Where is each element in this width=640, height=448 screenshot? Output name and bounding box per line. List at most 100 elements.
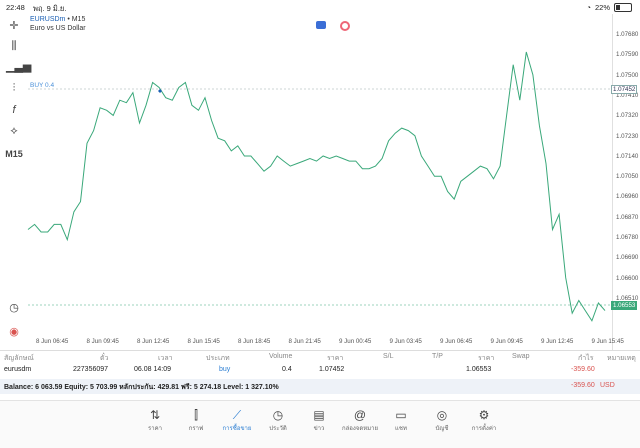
y-tick-label: 1.07410 xyxy=(616,91,639,99)
col-tp: T/P xyxy=(432,353,443,360)
col-type: ประเภท xyxy=(206,355,230,362)
shapes-icon[interactable]: ⟡ xyxy=(10,125,18,137)
x-tick-label: 9 Jun 03:45 xyxy=(389,338,422,345)
col-swap: Swap xyxy=(512,353,530,360)
price-chart[interactable] xyxy=(0,0,640,350)
battery-label: 22% xyxy=(594,3,610,12)
col-time: เวลา xyxy=(158,355,173,362)
price-axis xyxy=(612,14,640,350)
y-tick-label: 1.06960 xyxy=(616,193,639,201)
bottom-tab-bar: ⇅ ราคา ⫿ กราฟ ⟋ การซื้อขาย ◷ ประวัติ ▤ ข่าว @… xyxy=(0,400,640,448)
wifi-icon: ◔ xyxy=(586,3,591,12)
price-line xyxy=(27,51,606,322)
y-tick-label: 1.06690 xyxy=(616,254,639,262)
x-tick-label: 9 Jun 15:45 xyxy=(591,338,624,345)
col-comment: หมายเหตุ xyxy=(607,355,636,362)
col-profit: กำไร xyxy=(578,355,594,362)
x-tick-label: 8 Jun 12:45 xyxy=(137,338,170,345)
total-profit: -359.60 xyxy=(571,382,595,389)
app-logo-icon[interactable]: ◉ xyxy=(9,326,19,338)
x-tick-label: 8 Jun 09:45 xyxy=(86,338,119,345)
x-tick-label: 8 Jun 06:45 xyxy=(36,338,69,345)
tab-chat[interactable]: ▭ แชท xyxy=(381,407,421,433)
symbol-description: Euro vs US Dollar xyxy=(30,25,86,32)
trade-chart-icon: ⟋ xyxy=(232,408,242,422)
balance-text: Balance: 6 063.59 Equity: 5 703.99 หลักป… xyxy=(4,384,279,391)
tab-mailbox[interactable]: @ กล่องจดหมาย xyxy=(341,408,379,432)
x-tick-label: 9 Jun 12:45 xyxy=(541,338,574,345)
y-tick-label: 1.06600 xyxy=(616,274,639,282)
crosshair-icon[interactable]: ✛ xyxy=(9,20,19,32)
col-current: ราคา xyxy=(478,355,495,362)
status-date: พฤ. 9 มิ.ย. xyxy=(33,4,67,13)
status-right: ◔ 22% xyxy=(586,3,632,12)
balance-bar: Balance: 6 063.59 Equity: 5 703.99 หลักป… xyxy=(0,379,640,394)
y-tick-label: 1.07230 xyxy=(616,132,639,140)
col-sl: S/L xyxy=(383,353,394,360)
x-tick-label: 8 Jun 18:45 xyxy=(238,338,271,345)
oneclick-icon[interactable] xyxy=(340,21,350,31)
x-tick-label: 9 Jun 09:45 xyxy=(490,338,523,345)
trade-row[interactable]: eurusdm 227356097 06.08 14:09 buy 0.4 1.… xyxy=(0,364,640,378)
candles-icon[interactable]: ⫼ xyxy=(11,40,17,52)
trade-profit: -359.60 xyxy=(571,366,595,373)
y-tick-label: 1.07140 xyxy=(616,152,639,160)
chat-icon: ▭ xyxy=(395,408,407,422)
buy-price-box: 1.07452 xyxy=(611,85,638,94)
settings-icon: ⚙ xyxy=(478,408,490,422)
currency: USD xyxy=(600,382,615,389)
tab-settings[interactable]: ⚙ การตั้งค่า xyxy=(464,407,504,433)
trade-volume: 0.4 xyxy=(282,366,292,373)
y-tick-label: 1.07590 xyxy=(616,51,639,59)
y-tick-label: 1.07680 xyxy=(616,31,639,38)
chart-toolbar: ✛ ⫼ ▁▃▅ ⫶ f ⟡ M15 ◷ ◉ xyxy=(0,14,31,369)
news-icon: ▤ xyxy=(313,408,325,422)
trade-time: 06.08 14:09 xyxy=(134,366,171,373)
col-price: ราคา xyxy=(327,355,344,362)
current-price-box: 1.06553 xyxy=(611,301,638,310)
tab-trade[interactable]: ⟋ การซื้อขาย xyxy=(217,407,257,433)
history-icon: ◷ xyxy=(272,408,284,422)
function-icon[interactable]: f xyxy=(12,104,16,116)
buy-label: BUY 0.4 xyxy=(30,82,55,89)
x-tick-label: 9 Jun 06:45 xyxy=(440,338,473,345)
tab-quotes[interactable]: ⇅ ราคา xyxy=(135,407,175,433)
trade-price: 1.07452 xyxy=(319,366,345,373)
trade-table-header: สัญลักษณ์ ตั๋ว เวลา ประเภท Volume ราคา S… xyxy=(0,350,640,365)
trade-current: 1.06553 xyxy=(466,366,492,373)
x-tick-label: 9 Jun 00:45 xyxy=(339,338,372,345)
arrows-updown-icon: ⇅ xyxy=(149,408,161,422)
trade-panel-icon[interactable] xyxy=(316,21,326,29)
y-tick-label: 1.06780 xyxy=(616,234,639,241)
tab-chart[interactable]: ⫿ กราฟ xyxy=(176,407,216,433)
clock-icon[interactable]: ◷ xyxy=(9,302,19,314)
x-tick-label: 8 Jun 21:45 xyxy=(288,338,321,345)
y-tick-label: 1.06510 xyxy=(616,294,639,302)
x-tick-label: 8 Jun 15:45 xyxy=(187,338,220,345)
buy-entry-marker xyxy=(158,89,162,93)
trade-type: buy xyxy=(219,366,231,373)
timeframe-button[interactable]: M15 xyxy=(5,149,23,159)
candles-icon: ⫿ xyxy=(194,408,198,422)
objects-icon[interactable]: ⫶ xyxy=(12,82,16,94)
y-tick-label: 1.06870 xyxy=(616,213,639,221)
symbol-name: EURUSDm xyxy=(30,16,66,23)
status-bar: 22:48 พฤ. 9 มิ.ย. ◔ 22% xyxy=(0,0,640,13)
y-tick-label: 1.07050 xyxy=(616,173,639,181)
y-tick-label: 1.07500 xyxy=(616,71,639,79)
battery-icon xyxy=(614,3,632,12)
y-tick-label: 1.07320 xyxy=(616,112,639,120)
trade-ticket: 227356097 xyxy=(73,366,109,373)
symbol-timeframe: • M15 xyxy=(65,16,86,23)
trade-symbol: eurusdm xyxy=(4,366,32,373)
symbol-header: EURUSDm • M15 xyxy=(30,16,85,23)
tab-history[interactable]: ◷ ประวัติ xyxy=(258,407,298,433)
col-volume: Volume xyxy=(269,353,293,360)
col-symbol: สัญลักษณ์ xyxy=(4,355,34,362)
account-icon: ◎ xyxy=(436,408,448,422)
tab-account[interactable]: ◎ บัญชี xyxy=(422,407,462,433)
status-time: 22:48 xyxy=(6,3,25,12)
mail-at-icon: @ xyxy=(353,408,367,422)
tab-news[interactable]: ▤ ข่าว xyxy=(299,407,339,433)
col-ticket: ตั๋ว xyxy=(100,355,109,362)
